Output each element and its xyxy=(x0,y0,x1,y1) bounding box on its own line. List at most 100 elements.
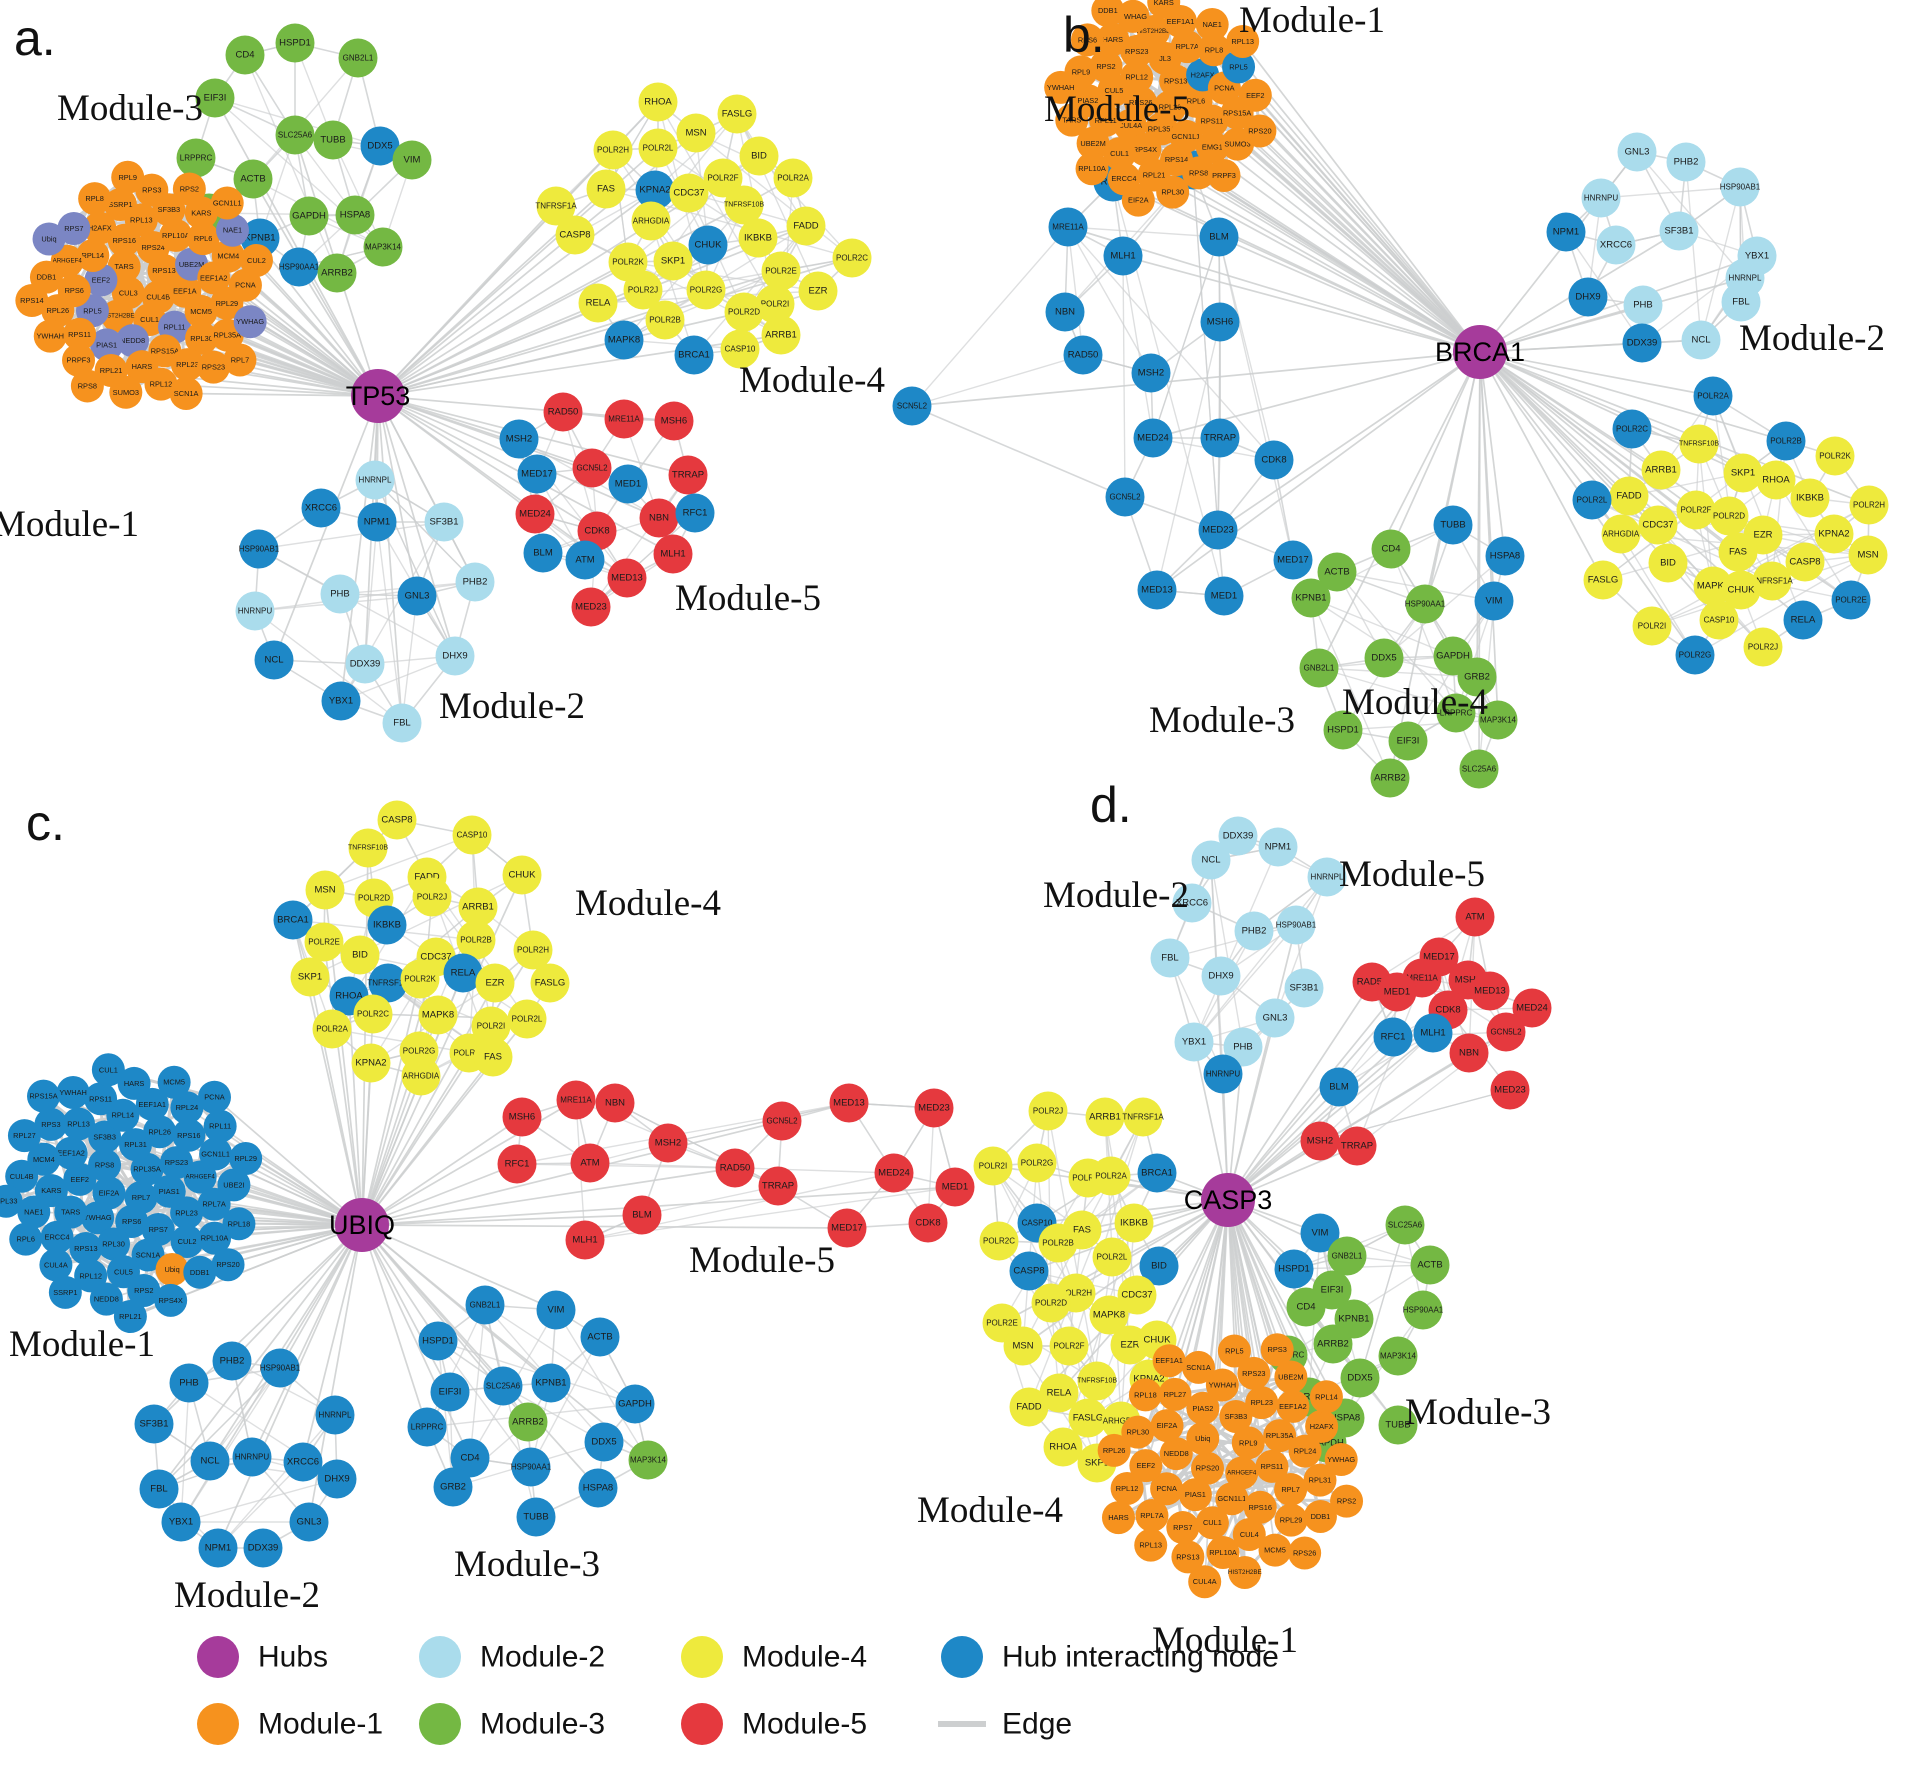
node-DDX5[interactable]: DDX5 xyxy=(1340,1358,1380,1398)
node-CASP10[interactable]: CASP10 xyxy=(452,815,492,855)
node-RPS20[interactable]: RPS20 xyxy=(1243,114,1277,148)
node-VIM[interactable]: VIM xyxy=(536,1290,576,1330)
node-PHB[interactable]: PHB xyxy=(320,574,360,614)
node-NPM1[interactable]: NPM1 xyxy=(1258,827,1298,867)
node-POLR2C[interactable]: POLR2C xyxy=(353,994,393,1034)
node-DDX5[interactable]: DDX5 xyxy=(584,1422,624,1462)
node-POLR2L[interactable]: POLR2L xyxy=(638,128,678,168)
node-POLR2I[interactable]: POLR2I xyxy=(1632,606,1672,646)
node-HSPA8[interactable]: HSPA8 xyxy=(1485,536,1525,576)
node-MED23[interactable]: MED23 xyxy=(571,587,611,627)
node-RPS15A[interactable]: RPS15A xyxy=(27,1079,61,1113)
node-ARRB1[interactable]: ARRB1 xyxy=(1085,1097,1125,1137)
node-FADD[interactable]: FADD xyxy=(1009,1387,1049,1427)
node-CASP8[interactable]: CASP8 xyxy=(555,215,595,255)
node-HSPD1[interactable]: HSPD1 xyxy=(418,1321,458,1361)
node-HNRNPU[interactable]: HNRNPU xyxy=(235,591,275,631)
node-YWHAH[interactable]: YWHAH xyxy=(33,319,67,353)
node-POLR2A[interactable]: POLR2A xyxy=(312,1009,352,1049)
node-MED13[interactable]: MED13 xyxy=(829,1083,869,1123)
node-FASLG[interactable]: FASLG xyxy=(530,963,570,1003)
node-ARRB1[interactable]: ARRB1 xyxy=(761,315,801,355)
node-MRE11A[interactable]: MRE11A xyxy=(1048,207,1088,247)
node-ATM[interactable]: ATM xyxy=(570,1143,610,1183)
node-EIF3I[interactable]: EIF3I xyxy=(1388,721,1428,761)
node-MCM5[interactable]: MCM5 xyxy=(157,1065,191,1099)
node-POLR2J[interactable]: POLR2J xyxy=(1743,627,1783,667)
node-MED24[interactable]: MED24 xyxy=(874,1153,914,1193)
node-MRE11A[interactable]: MRE11A xyxy=(556,1080,596,1120)
node-SF3B1[interactable]: SF3B1 xyxy=(134,1404,174,1444)
node-BRCA1[interactable]: BRCA1 xyxy=(674,335,714,375)
node-POLR2B[interactable]: POLR2B xyxy=(1038,1223,1078,1263)
node-CHUK[interactable]: CHUK xyxy=(688,225,728,265)
node-KPNB1[interactable]: KPNB1 xyxy=(531,1363,571,1403)
node-NAE1[interactable]: NAE1 xyxy=(1195,8,1229,42)
node-SLC25A6[interactable]: SLC25A6 xyxy=(483,1366,523,1406)
node-NBN[interactable]: NBN xyxy=(1449,1033,1489,1073)
node-MED17[interactable]: MED17 xyxy=(1273,540,1313,580)
node-EZR[interactable]: EZR xyxy=(798,271,838,311)
node-MAP3K14[interactable]: MAP3K14 xyxy=(628,1440,668,1480)
node-MED24[interactable]: MED24 xyxy=(1133,418,1173,458)
node-TNFRSF10B[interactable]: TNFRSF10B xyxy=(1679,424,1719,464)
node-NCL[interactable]: NCL xyxy=(190,1441,230,1481)
node-POLR2D[interactable]: POLR2D xyxy=(724,292,764,332)
node-HSP90AA1[interactable]: HSP90AA1 xyxy=(1403,1290,1444,1330)
node-POLR2H[interactable]: POLR2H xyxy=(513,930,553,970)
node-IKBKB[interactable]: IKBKB xyxy=(367,905,407,945)
node-BLM[interactable]: BLM xyxy=(1199,217,1239,257)
node-RPS8[interactable]: RPS8 xyxy=(70,369,104,403)
node-DDX39[interactable]: DDX39 xyxy=(243,1528,283,1568)
node-HNRNPU[interactable]: HNRNPU xyxy=(232,1437,272,1477)
node-VIM[interactable]: VIM xyxy=(392,140,432,180)
node-YBX1[interactable]: YBX1 xyxy=(1174,1022,1214,1062)
node-HNRNPU[interactable]: HNRNPU xyxy=(1581,178,1621,218)
node-RPL11[interactable]: RPL11 xyxy=(203,1109,237,1143)
node-PHB2[interactable]: PHB2 xyxy=(212,1341,252,1381)
node-POLR2A[interactable]: POLR2A xyxy=(1693,376,1733,416)
node-POLR2D[interactable]: POLR2D xyxy=(1709,496,1749,536)
node-HNRNPL[interactable]: HNRNPL xyxy=(355,460,395,500)
node-SLC25A6[interactable]: SLC25A6 xyxy=(1459,749,1499,789)
node-FAS[interactable]: FAS xyxy=(473,1037,513,1077)
node-RPS26[interactable]: RPS26 xyxy=(1288,1536,1322,1570)
node-CD4[interactable]: CD4 xyxy=(1371,529,1411,569)
node-DHX9[interactable]: DHX9 xyxy=(435,636,475,676)
node-POLR2C[interactable]: POLR2C xyxy=(979,1221,1019,1261)
node-RPL7[interactable]: RPL7 xyxy=(1274,1472,1308,1506)
node-TUBB[interactable]: TUBB xyxy=(313,120,353,160)
node-PHB2[interactable]: PHB2 xyxy=(1234,911,1274,951)
node-PHB[interactable]: PHB xyxy=(169,1363,209,1403)
node-GRB2[interactable]: GRB2 xyxy=(433,1467,473,1507)
node-GCN5L2[interactable]: GCN5L2 xyxy=(1486,1012,1526,1052)
node-RPS13[interactable]: RPS13 xyxy=(69,1231,103,1265)
node-ARHGDIA[interactable]: ARHGDIA xyxy=(631,201,671,241)
node-EEF1A2[interactable]: EEF1A2 xyxy=(1276,1389,1310,1423)
node-POLR2F[interactable]: POLR2F xyxy=(1676,490,1716,530)
node-ARRB2[interactable]: ARRB2 xyxy=(1370,758,1410,798)
node-BRCA1[interactable]: BRCA1 xyxy=(1137,1153,1177,1193)
node-RPS14[interactable]: RPS14 xyxy=(15,284,49,318)
node-RELA[interactable]: RELA xyxy=(578,283,618,323)
node-RFC1[interactable]: RFC1 xyxy=(1373,1017,1413,1057)
node-SLC25A6[interactable]: SLC25A6 xyxy=(275,115,315,155)
node-MSH2[interactable]: MSH2 xyxy=(1300,1121,1340,1161)
node-TRRAP[interactable]: TRRAP xyxy=(668,455,708,495)
node-PRPF3[interactable]: PRPF3 xyxy=(1207,158,1241,192)
node-VIM[interactable]: VIM xyxy=(1474,581,1514,621)
node-MSH2[interactable]: MSH2 xyxy=(648,1123,688,1163)
node-MED23[interactable]: MED23 xyxy=(1198,510,1238,550)
node-EIF2A[interactable]: EIF2A xyxy=(1150,1409,1184,1443)
node-POLR2B[interactable]: POLR2B xyxy=(645,300,685,340)
node-CUL4A[interactable]: CUL4A xyxy=(1188,1565,1222,1599)
node-RPL13[interactable]: RPL13 xyxy=(1134,1528,1168,1562)
node-POLR2J[interactable]: POLR2J xyxy=(1028,1091,1068,1131)
node-SKP1[interactable]: SKP1 xyxy=(1723,453,1763,493)
node-YWHAG[interactable]: YWHAG xyxy=(1324,1443,1358,1477)
node-FBL[interactable]: FBL xyxy=(1721,282,1761,322)
node-TRRAP[interactable]: TRRAP xyxy=(758,1166,798,1206)
node-ARRB1[interactable]: ARRB1 xyxy=(1641,450,1681,490)
node-HSP90AB1[interactable]: HSP90AB1 xyxy=(1720,167,1761,207)
node-RPL30[interactable]: RPL30 xyxy=(1156,175,1190,209)
